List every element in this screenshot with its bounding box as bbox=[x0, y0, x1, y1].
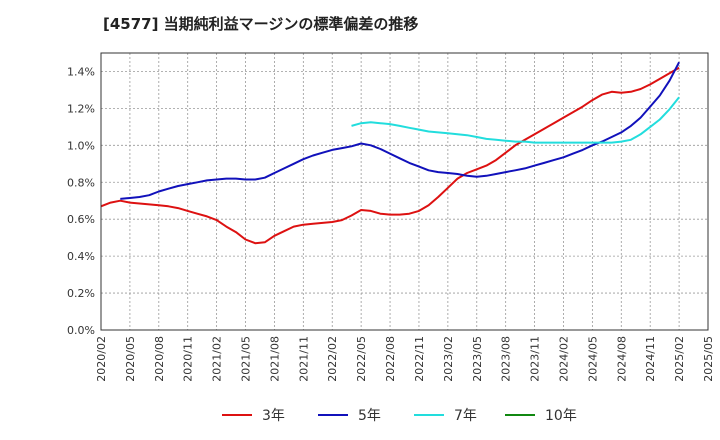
x-tick-label: 2020/05 bbox=[124, 336, 137, 382]
x-tick-label: 2025/02 bbox=[673, 336, 686, 382]
x-tick-label: 2024/11 bbox=[644, 336, 657, 382]
series-line bbox=[120, 61, 680, 200]
plot-border bbox=[100, 52, 709, 331]
y-tick-label: 1.0% bbox=[67, 139, 95, 152]
y-tick-label: 0.4% bbox=[67, 250, 95, 263]
x-tick-label: 2021/11 bbox=[297, 336, 310, 382]
x-tick-label: 2024/05 bbox=[586, 336, 599, 382]
x-axis: 2020/02 2020/05 2020/08 2020/11 2021/02 2021/… bbox=[95, 336, 715, 382]
x-tick-label: 2025/05 bbox=[702, 336, 715, 382]
y-tick-label: 0.2% bbox=[67, 287, 95, 300]
x-tick-label: 2024/08 bbox=[615, 336, 628, 382]
y-tick-label: 1.4% bbox=[67, 65, 95, 78]
y-axis: 0.0% 0.2% 0.4% 0.6% 0.8% 1.0% 1.2% 1.4% bbox=[67, 65, 95, 337]
chart-title: [4577] 当期純利益マージンの標準偏差の推移 bbox=[103, 15, 419, 33]
series-line bbox=[351, 96, 680, 144]
x-tick-label: 2024/02 bbox=[557, 336, 570, 382]
x-tick-label: 2021/02 bbox=[211, 336, 224, 382]
x-tick-label: 2021/05 bbox=[240, 336, 253, 382]
x-tick-label: 2020/02 bbox=[95, 336, 108, 382]
legend-label: 3年 bbox=[262, 408, 285, 424]
x-tick-label: 2020/08 bbox=[153, 336, 166, 382]
y-tick-label: 0.8% bbox=[67, 176, 95, 189]
x-tick-label: 2022/05 bbox=[355, 336, 368, 382]
x-tick-label: 2023/08 bbox=[500, 336, 513, 382]
y-tick-label: 0.0% bbox=[67, 324, 95, 337]
x-tick-label: 2023/02 bbox=[442, 336, 455, 382]
legend-label: 7年 bbox=[454, 408, 477, 424]
series-line bbox=[100, 66, 680, 245]
x-tick-label: 2022/08 bbox=[384, 336, 397, 382]
x-tick-label: 2022/11 bbox=[413, 336, 426, 382]
grid-lines bbox=[100, 53, 709, 331]
x-tick-label: 2022/02 bbox=[326, 336, 339, 382]
legend: 3年 5年 7年 10年 bbox=[222, 408, 577, 424]
series-lines bbox=[100, 61, 680, 245]
x-tick-label: 2023/05 bbox=[471, 336, 484, 382]
y-tick-label: 1.2% bbox=[67, 102, 95, 115]
x-tick-label: 2020/11 bbox=[182, 336, 195, 382]
x-tick-label: 2021/08 bbox=[268, 336, 281, 382]
legend-label: 5年 bbox=[358, 408, 381, 424]
y-tick-label: 0.6% bbox=[67, 213, 95, 226]
legend-label: 10年 bbox=[545, 408, 577, 424]
x-tick-label: 2023/11 bbox=[529, 336, 542, 382]
